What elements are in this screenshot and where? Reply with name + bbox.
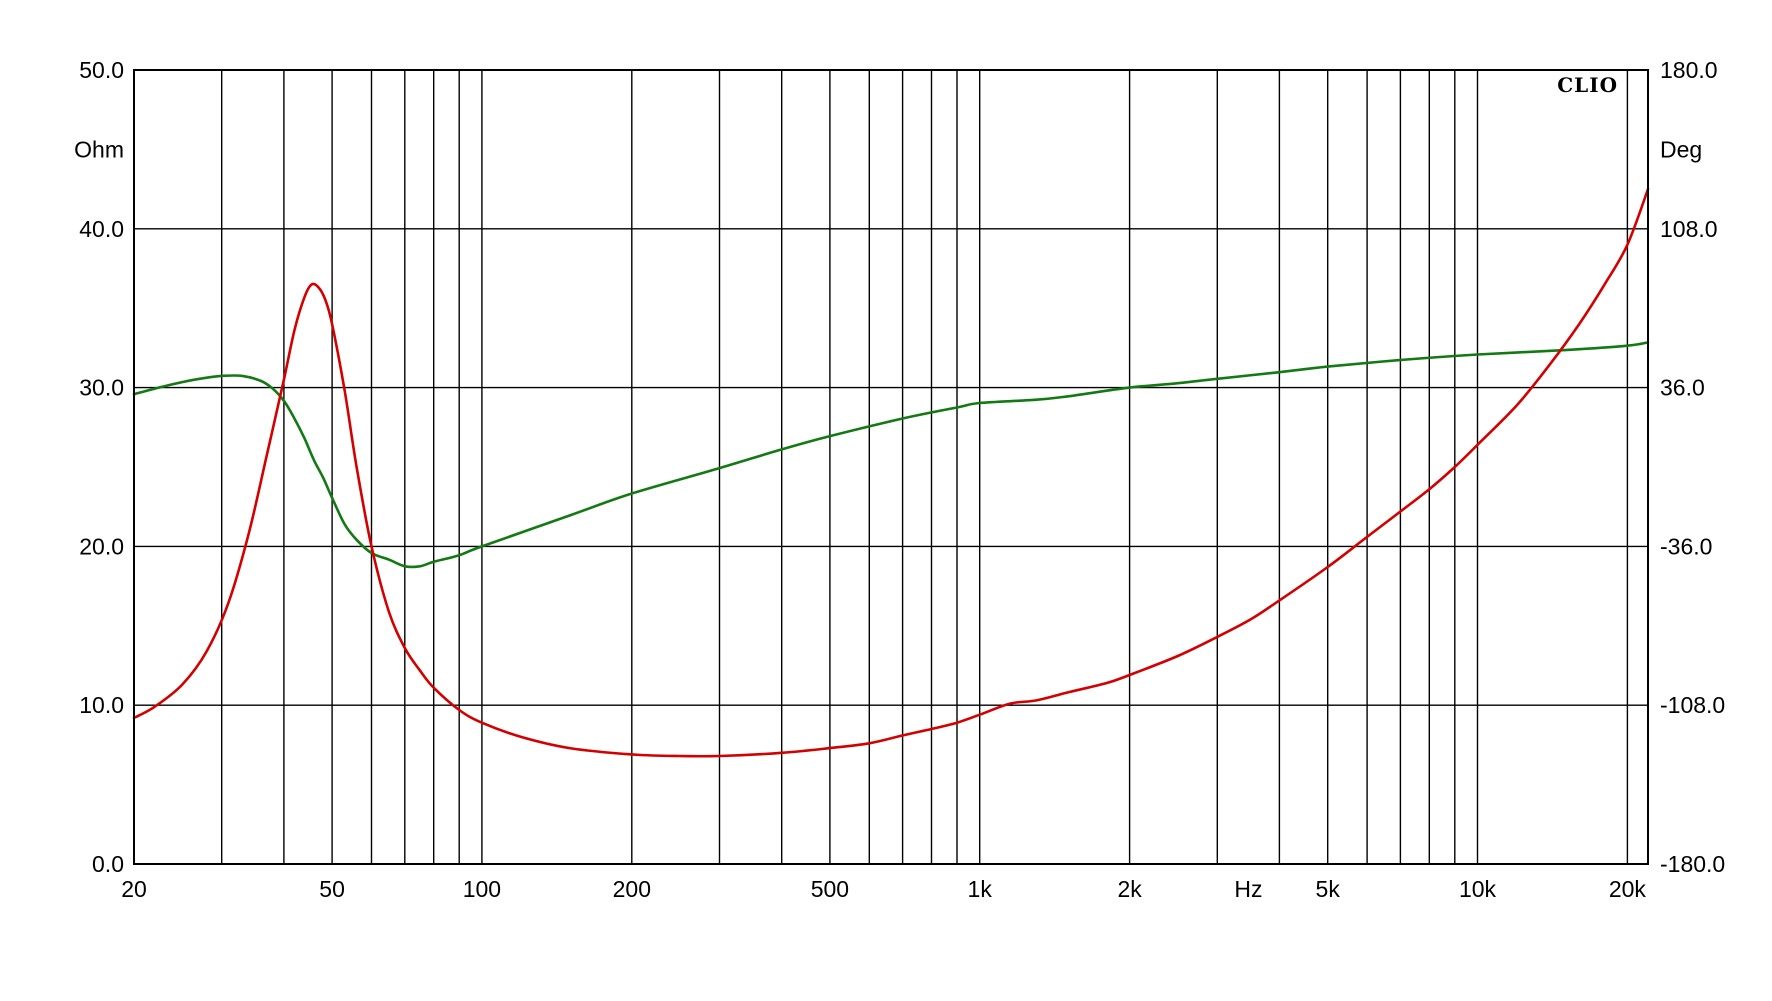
grid [133,69,1648,865]
x-tick-label: 2k [1117,876,1142,902]
x-tick-label: 50 [319,876,345,902]
x-tick-label: 20k [1609,876,1647,902]
x-tick-label: 1k [968,876,993,902]
curves [132,187,1650,758]
right-y-tick-label: 36.0 [1660,375,1705,401]
left-y-tick-label: 30.0 [79,375,124,401]
x-tick-label: 5k [1316,876,1341,902]
left-y-tick-label: 10.0 [79,692,124,718]
left-y-tick-label: 40.0 [79,216,124,242]
x-tick-label: 200 [613,876,651,902]
phase-curve [132,341,1650,569]
left-y-tick-label: 0.0 [92,851,124,877]
x-tick-label: 100 [463,876,501,902]
right-y-tick-label: 180.0 [1660,57,1718,83]
right-y-tick-label: 108.0 [1660,216,1718,242]
axis-labels: 20 50 100 200 500 1k 2k 5k 10k 20k Hz 0.0 10.0 20.0 30… [74,57,1725,902]
right-unit-label: Deg [1660,136,1702,162]
impedance-curve [132,187,1650,758]
brand-label: CLIO [1557,73,1618,97]
left-y-tick-label: 50.0 [79,57,124,83]
x-tick-label: 500 [811,876,849,902]
right-y-tick-label: -108.0 [1660,692,1725,718]
right-y-tick-label: -180.0 [1660,851,1725,877]
x-unit-label: Hz [1234,876,1262,902]
x-tick-label: 20 [121,876,147,902]
x-tick-label: 10k [1459,876,1497,902]
right-y-tick-label: -36.0 [1660,533,1712,559]
plot-frame [133,69,1649,865]
left-y-tick-label: 20.0 [79,533,124,559]
left-unit-label: Ohm [74,136,124,162]
